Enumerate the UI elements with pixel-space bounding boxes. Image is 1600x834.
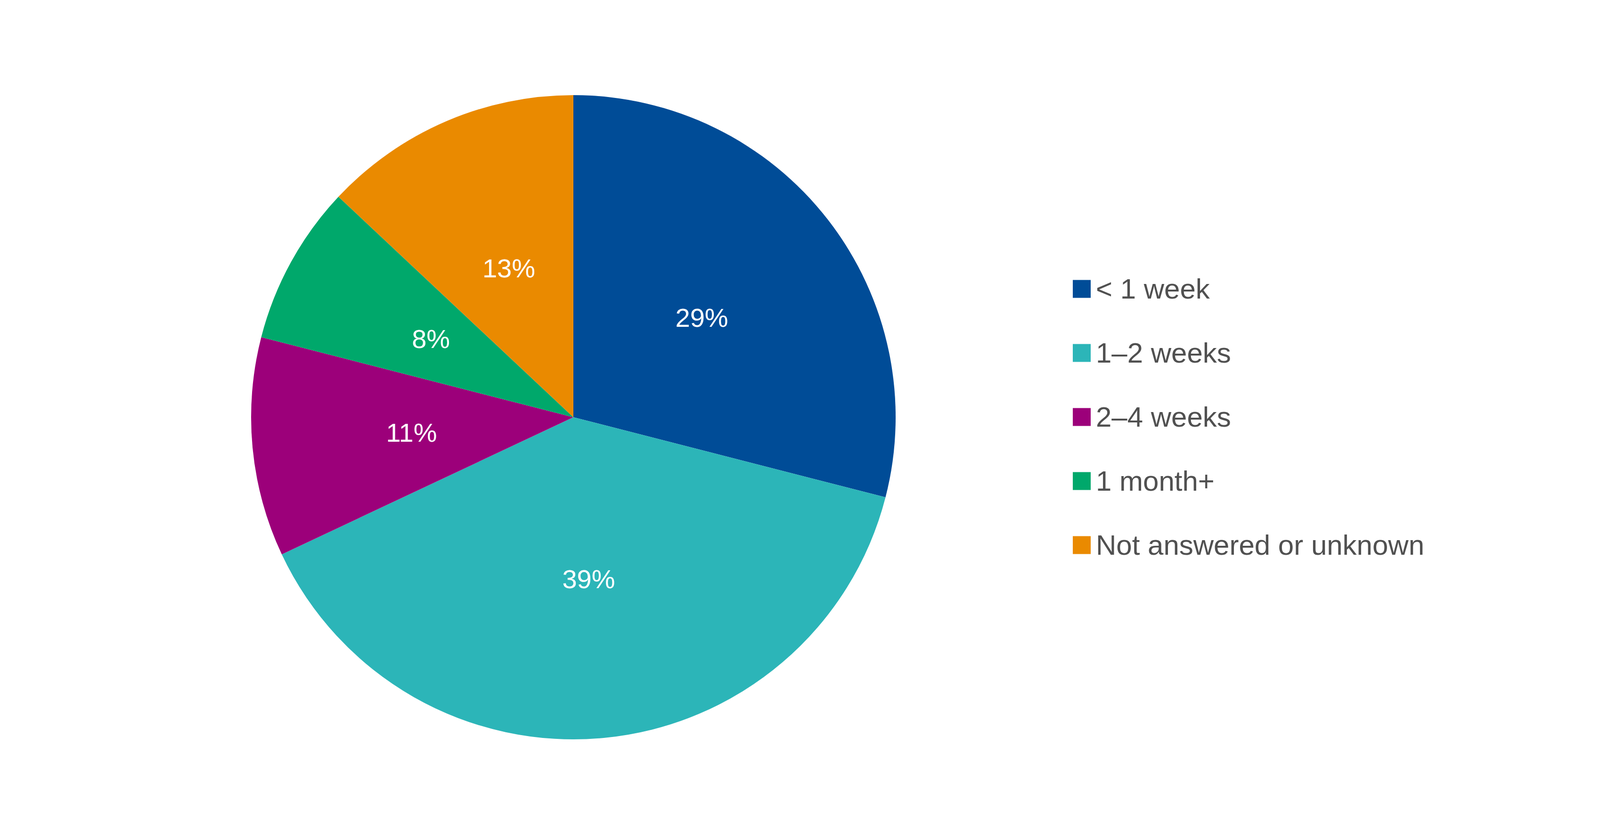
svg-text:8%: 8%: [411, 324, 450, 354]
svg-text:1 month+: 1 month+: [1095, 465, 1215, 498]
svg-text:Not answered or unknown: Not answered or unknown: [1095, 529, 1425, 562]
svg-text:13%: 13%: [482, 253, 536, 284]
svg-text:1–2 weeks: 1–2 weeks: [1095, 337, 1232, 369]
svg-text:39%: 39%: [562, 564, 615, 595]
svg-text:< 1 week: < 1 week: [1095, 273, 1211, 305]
svg-text:11%: 11%: [386, 417, 438, 448]
svg-text:29%: 29%: [675, 302, 729, 333]
svg-text:2–4 weeks: 2–4 weeks: [1095, 401, 1232, 433]
